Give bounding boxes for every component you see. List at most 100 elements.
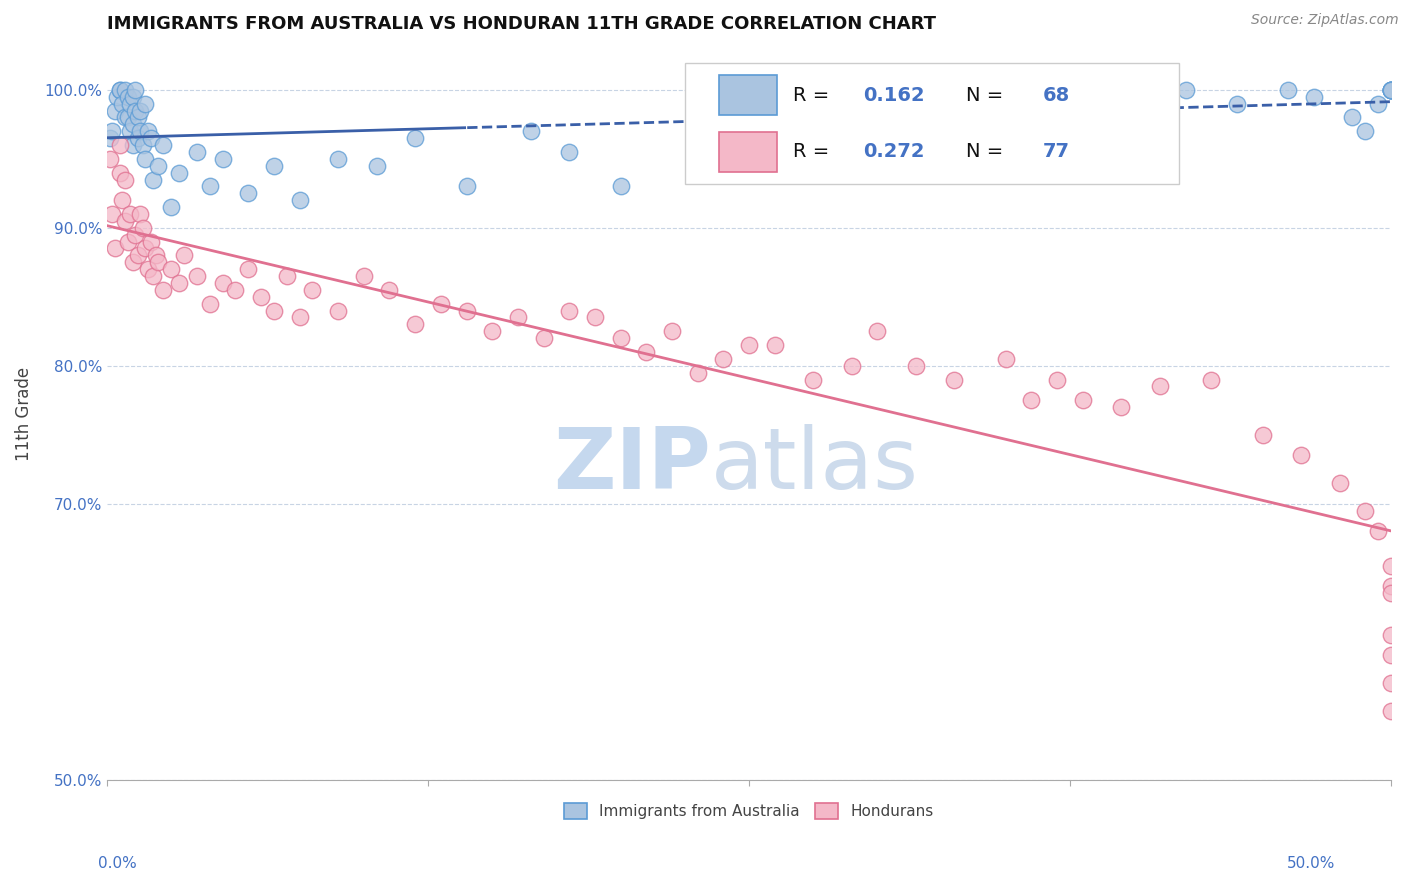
Point [134, 152, 156, 166]
Point [104, 103, 127, 118]
Text: 68: 68 [1043, 86, 1070, 104]
Text: N =: N = [966, 142, 1010, 161]
Point [129, 124, 152, 138]
Point [301, 283, 323, 297]
Point [1071, 117, 1094, 131]
Point [1303, 89, 1326, 103]
Legend: Immigrants from Australia, Hondurans: Immigrants from Australia, Hondurans [557, 796, 942, 827]
Point [1199, 372, 1222, 386]
Point [288, 193, 311, 207]
Point [1379, 83, 1402, 97]
Point [121, 138, 143, 153]
Point [711, 351, 734, 366]
Point [224, 283, 246, 297]
Point [1174, 83, 1197, 97]
Point [127, 111, 149, 125]
FancyBboxPatch shape [685, 63, 1180, 184]
Text: Source: ZipAtlas.com: Source: ZipAtlas.com [1251, 13, 1399, 28]
Point [124, 103, 146, 118]
Point [108, 166, 131, 180]
Point [943, 372, 966, 386]
Point [167, 276, 190, 290]
Text: N =: N = [966, 86, 1010, 104]
Point [1251, 427, 1274, 442]
Point [101, 207, 124, 221]
Point [108, 138, 131, 153]
Point [263, 303, 285, 318]
Point [114, 214, 136, 228]
Point [763, 89, 786, 103]
Point [558, 303, 581, 318]
Point [1341, 111, 1364, 125]
Point [120, 124, 142, 138]
Point [506, 310, 529, 325]
Point [1046, 372, 1069, 386]
Point [686, 366, 709, 380]
Point [111, 96, 134, 111]
Text: R =: R = [793, 142, 835, 161]
Point [160, 200, 183, 214]
Point [117, 235, 139, 249]
Point [276, 268, 298, 283]
Point [186, 145, 208, 159]
Point [1149, 379, 1171, 393]
Point [583, 310, 606, 325]
Point [430, 296, 453, 310]
Point [558, 145, 581, 159]
Text: atlas: atlas [710, 424, 918, 507]
Point [132, 220, 155, 235]
Text: 0.162: 0.162 [863, 86, 925, 104]
Point [1354, 503, 1376, 517]
Point [120, 96, 142, 111]
Point [129, 103, 152, 118]
Point [263, 159, 285, 173]
Point [186, 268, 208, 283]
Text: 50.0%: 50.0% [1288, 856, 1336, 871]
Point [121, 117, 143, 131]
Point [404, 318, 426, 332]
Point [609, 331, 631, 345]
Point [198, 179, 221, 194]
Point [160, 262, 183, 277]
Point [152, 283, 174, 297]
Point [238, 186, 260, 201]
Point [969, 83, 991, 97]
Point [134, 242, 156, 256]
Point [609, 179, 631, 194]
Point [145, 248, 167, 262]
Point [1379, 83, 1402, 97]
Point [127, 131, 149, 145]
Point [1379, 648, 1402, 663]
Point [136, 262, 159, 277]
Point [111, 193, 134, 207]
Point [250, 290, 273, 304]
Point [866, 324, 889, 338]
Point [1379, 558, 1402, 573]
Point [238, 262, 260, 277]
Point [1367, 96, 1389, 111]
Point [404, 131, 426, 145]
Point [101, 124, 124, 138]
Text: 0.272: 0.272 [863, 142, 925, 161]
Point [198, 296, 221, 310]
Point [1379, 704, 1402, 718]
Y-axis label: 11th Grade: 11th Grade [15, 367, 32, 461]
Point [142, 268, 165, 283]
Point [148, 255, 170, 269]
Point [1367, 524, 1389, 539]
Point [904, 359, 927, 373]
Point [1007, 117, 1029, 131]
Point [801, 372, 824, 386]
Point [136, 124, 159, 138]
Point [114, 172, 136, 186]
Point [132, 138, 155, 153]
Point [98, 152, 121, 166]
Point [148, 159, 170, 173]
Point [1046, 103, 1069, 118]
Point [866, 83, 889, 97]
Text: IMMIGRANTS FROM AUSTRALIA VS HONDURAN 11TH GRADE CORRELATION CHART: IMMIGRANTS FROM AUSTRALIA VS HONDURAN 11… [107, 15, 936, 33]
Point [129, 207, 152, 221]
Point [114, 83, 136, 97]
Point [152, 138, 174, 153]
Point [139, 131, 162, 145]
